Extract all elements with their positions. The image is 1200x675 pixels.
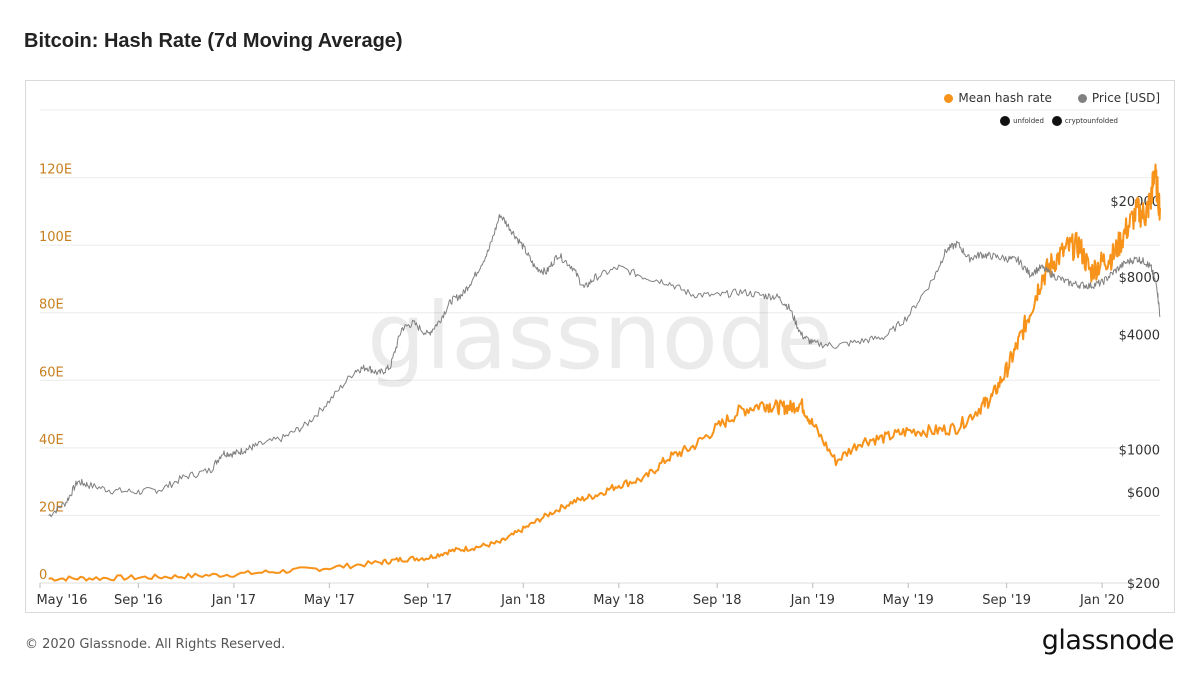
x-tick-label: Jan '19 bbox=[790, 593, 835, 608]
legend: Mean hash rate Price [USD] bbox=[944, 91, 1160, 105]
x-tick-label: Jan '18 bbox=[500, 593, 545, 608]
social-links: unfolded cryptounfolded bbox=[1000, 116, 1118, 126]
social-twitter-label: cryptounfolded bbox=[1065, 117, 1118, 125]
x-tick-label: May '17 bbox=[304, 593, 355, 608]
x-tick-label: May '19 bbox=[883, 593, 934, 608]
right-tick-label: $4000 bbox=[1119, 329, 1160, 344]
x-tick-label: Jan '20 bbox=[1079, 593, 1124, 608]
watermark: glassnode bbox=[367, 283, 833, 390]
social-twitter[interactable]: cryptounfolded bbox=[1052, 116, 1118, 126]
legend-label-hash-rate: Mean hash rate bbox=[958, 91, 1052, 105]
legend-dot-price bbox=[1078, 94, 1087, 103]
legend-label-price: Price [USD] bbox=[1092, 91, 1160, 105]
legend-dot-hash-rate bbox=[944, 94, 953, 103]
x-tick-label: Sep '18 bbox=[693, 593, 742, 608]
social-telegram[interactable]: unfolded bbox=[1000, 116, 1044, 126]
legend-item-hash-rate[interactable]: Mean hash rate bbox=[944, 91, 1052, 105]
left-tick-label: 80E bbox=[39, 298, 64, 313]
x-tick-label: Sep '16 bbox=[114, 593, 163, 608]
left-tick-label: 40E bbox=[39, 433, 64, 448]
social-telegram-label: unfolded bbox=[1013, 117, 1044, 125]
brand-logo[interactable]: glassnode bbox=[1042, 625, 1174, 656]
right-tick-label: $1000 bbox=[1119, 444, 1160, 459]
x-tick-label: Sep '17 bbox=[403, 593, 452, 608]
telegram-icon bbox=[1000, 116, 1010, 126]
left-tick-label: 0 bbox=[39, 568, 47, 583]
x-tick-label: May '18 bbox=[593, 593, 644, 608]
x-tick-label: May '16 bbox=[36, 593, 87, 608]
copyright-footer: © 2020 Glassnode. All Rights Reserved. bbox=[25, 637, 285, 652]
x-tick-label: Sep '19 bbox=[982, 593, 1031, 608]
left-tick-label: 120E bbox=[39, 163, 72, 178]
left-tick-label: 60E bbox=[39, 365, 64, 380]
x-tick-label: Jan '17 bbox=[211, 593, 256, 608]
right-tick-label: $200 bbox=[1127, 577, 1160, 592]
right-tick-label: $600 bbox=[1127, 486, 1160, 501]
left-tick-label: 100E bbox=[39, 230, 72, 245]
x-axis-ticks: May '16 Sep '16 Jan '17 May '17 Sep '17 Jan '… bbox=[36, 583, 1124, 608]
twitter-icon bbox=[1052, 116, 1062, 126]
legend-item-price[interactable]: Price [USD] bbox=[1078, 91, 1160, 105]
